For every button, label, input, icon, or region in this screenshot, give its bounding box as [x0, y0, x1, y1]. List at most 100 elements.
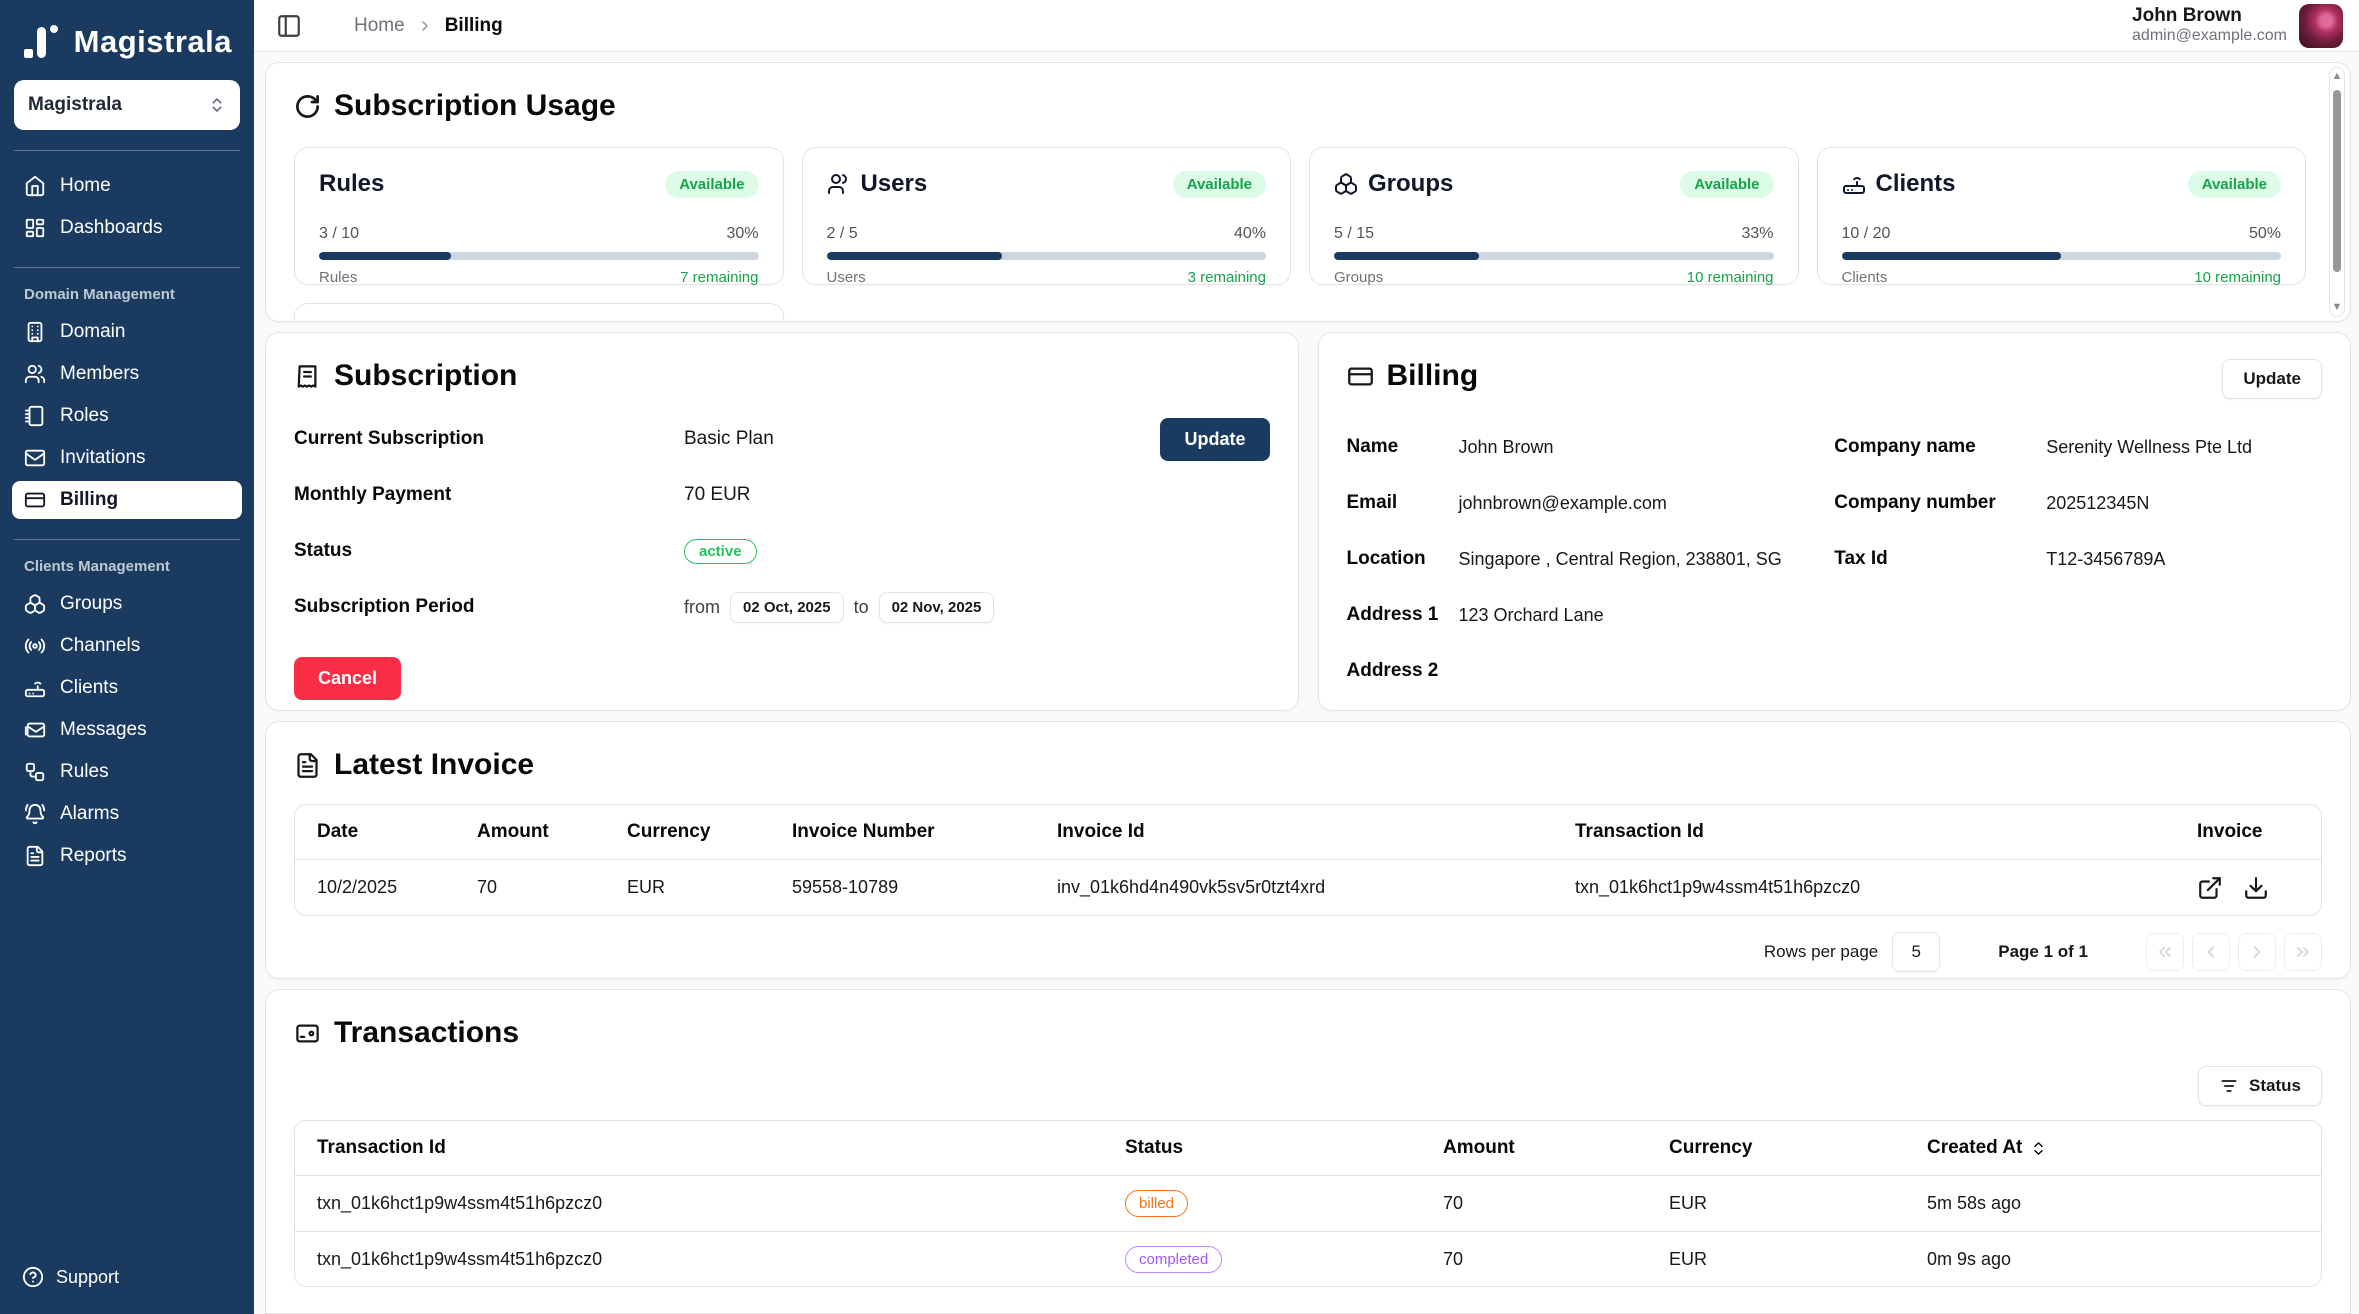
field-label: Location [1346, 548, 1426, 569]
workspace-selector-value: Magistrala [28, 94, 122, 115]
circle-help-icon [22, 1266, 44, 1288]
download-invoice-button[interactable] [2243, 875, 2269, 901]
field-label: Address 1 [1346, 604, 1439, 625]
sidebar-item-dashboards[interactable]: Dashboards [12, 209, 242, 247]
monthly-payment-row: Monthly Payment 70 EUR [294, 467, 1270, 523]
field-label: Subscription Period [294, 596, 475, 617]
transaction-amount: 70 [1443, 1248, 1464, 1269]
sidebar-toggle-button[interactable] [276, 13, 302, 39]
subscription-usage-title: Subscription Usage [334, 89, 616, 122]
field-label: Status [294, 540, 353, 561]
invoice-table-header: Date Amount Currency Invoice Number Invo… [295, 805, 2321, 860]
usage-label: Rules [319, 269, 358, 286]
status-filter-label: Status [2249, 1076, 2301, 1095]
status-badge: Available [1680, 170, 1774, 198]
boxes-icon [1335, 173, 1357, 195]
sidebar-item-members[interactable]: Members [12, 355, 242, 393]
field-label: Email [1346, 492, 1398, 513]
users-icon [24, 364, 46, 384]
page-indicator: Page 1 of 1 [1998, 942, 2088, 961]
scroll-up-arrow[interactable]: ▲ [2331, 70, 2343, 82]
breadcrumb-home-link[interactable]: Home [354, 14, 405, 36]
status-filter-button[interactable]: Status [2198, 1066, 2322, 1106]
progress-bar [1334, 252, 1774, 260]
invoice-id: inv_01k6hd4n490vk5sv5r0tzt4xrd [1057, 877, 1326, 897]
avatar[interactable] [2299, 3, 2343, 48]
field-label: Address 2 [1346, 660, 1439, 681]
field-value: 123 Orchard Lane [1458, 604, 1604, 625]
column-header: Invoice [2197, 821, 2263, 842]
scroll-down-arrow[interactable]: ▼ [2331, 301, 2343, 313]
users-icon [827, 174, 847, 194]
first-page-button[interactable] [2146, 933, 2184, 971]
active-status-badge: active [684, 538, 757, 564]
field-label: Company name [1834, 436, 1976, 457]
sidebar-item-domain[interactable]: Domain [12, 313, 242, 351]
sidebar-item-label: Reports [60, 845, 127, 866]
column-header: Invoice Number [792, 821, 935, 842]
field-value: Singapore , Central Region, 238801, SG [1458, 548, 1782, 569]
open-invoice-button[interactable] [2197, 875, 2223, 901]
next-page-button[interactable] [2238, 933, 2276, 971]
invoice-date: 10/2/2025 [317, 877, 398, 897]
field-value: T12-3456789A [2046, 548, 2166, 569]
field-value: 202512345N [2046, 492, 2150, 513]
scrollbar-thumb[interactable] [2333, 90, 2341, 272]
sidebar-item-label: Messages [60, 719, 147, 740]
usage-scrollbar[interactable]: ▲ ▼ [2329, 67, 2345, 317]
update-subscription-button[interactable]: Update [1160, 417, 1270, 461]
sidebar-item-reports[interactable]: Reports [12, 837, 242, 875]
sidebar-item-alarms[interactable]: Alarms [12, 795, 242, 833]
cancel-subscription-button[interactable]: Cancel [294, 657, 402, 700]
workspace-selector[interactable]: Magistrala [14, 80, 240, 130]
created-at-sort-header[interactable]: Created At [1927, 1137, 2321, 1159]
sidebar-item-support[interactable]: Support [12, 1258, 242, 1296]
sidebar-section-domain-management: Domain Management [24, 286, 175, 303]
invoice-amount: 70 [477, 877, 498, 897]
column-header: Status [1125, 1137, 1184, 1158]
transaction-row: txn_01k6hct1p9w4ssm4t51h6pzcz0 completed… [295, 1231, 2321, 1286]
sidebar-item-groups[interactable]: Groups [12, 585, 242, 623]
last-page-button[interactable] [2284, 933, 2322, 971]
download-icon [2245, 876, 2267, 899]
sidebar-item-messages[interactable]: Messages [12, 711, 242, 749]
billed-status-badge: billed [1125, 1190, 1189, 1217]
transaction-id: txn_01k6hct1p9w4ssm4t51h6pzcz0 [317, 1193, 603, 1213]
breadcrumb: Home Billing [354, 15, 503, 37]
dashboard-icon [25, 218, 45, 238]
sidebar-item-clients[interactable]: Clients [12, 669, 242, 707]
user-menu[interactable]: John Brown admin@example.com [2132, 3, 2343, 48]
workflow-icon [25, 762, 45, 782]
sidebar-item-rules[interactable]: Rules [12, 753, 242, 791]
chevron-left-icon [2207, 946, 2215, 958]
update-billing-button[interactable]: Update [2222, 359, 2322, 399]
sidebar-item-label: Channels [60, 635, 141, 656]
sidebar-item-home[interactable]: Home [12, 167, 242, 205]
sidebar-item-invitations[interactable]: Invitations [12, 439, 242, 477]
rows-per-page-select[interactable]: 5 [1892, 932, 1941, 972]
latest-invoice-table: Date Amount Currency Invoice Number Invo… [294, 804, 2322, 916]
subscription-usage-header: Subscription Usage [294, 89, 2306, 123]
rotate-cw-icon [296, 94, 319, 118]
column-header: Amount [477, 821, 549, 842]
sidebar-item-label: Members [60, 363, 140, 384]
usage-label: Users [826, 269, 866, 286]
file-text-icon [26, 845, 44, 867]
usage-remaining: 10 remaining [1686, 269, 1774, 286]
column-header: Transaction Id [1575, 821, 1704, 842]
sidebar-item-channels[interactable]: Channels [12, 627, 242, 665]
sidebar-item-billing[interactable]: Billing [12, 481, 242, 519]
column-header: Currency [627, 821, 711, 842]
latest-invoice-title: Latest Invoice [334, 748, 535, 781]
filter-lines-icon [2221, 1080, 2237, 1092]
previous-page-button[interactable] [2192, 933, 2230, 971]
user-email: admin@example.com [2132, 27, 2287, 45]
subscription-title: Subscription [334, 359, 518, 392]
field-label: Current Subscription [294, 428, 485, 449]
usage-card-title: Users [860, 170, 928, 197]
bell-icon [24, 803, 46, 825]
magistrala-logo-icon [22, 22, 62, 62]
column-header: Invoice Id [1057, 821, 1145, 842]
sidebar-item-roles[interactable]: Roles [12, 397, 242, 435]
usage-label: Clients [1841, 269, 1888, 286]
